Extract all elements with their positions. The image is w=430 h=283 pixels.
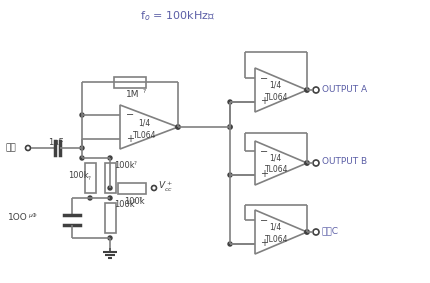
Circle shape bbox=[108, 156, 112, 160]
Circle shape bbox=[80, 146, 84, 150]
Text: $^?$: $^?$ bbox=[138, 196, 143, 205]
Text: $^?$: $^?$ bbox=[132, 199, 137, 208]
Text: −: − bbox=[260, 147, 268, 157]
Text: 1μF: 1μF bbox=[48, 138, 64, 147]
Text: TL064: TL064 bbox=[133, 130, 157, 140]
Text: +: + bbox=[260, 238, 268, 248]
Text: 输出C: 输出C bbox=[322, 226, 339, 235]
Text: TL064: TL064 bbox=[265, 166, 289, 175]
Text: TL064: TL064 bbox=[265, 235, 289, 243]
Text: 100k: 100k bbox=[114, 161, 135, 170]
Circle shape bbox=[108, 196, 112, 200]
Circle shape bbox=[228, 242, 232, 246]
Text: $^?$: $^?$ bbox=[133, 160, 138, 169]
Bar bbox=[114, 76, 146, 87]
Text: 1/4: 1/4 bbox=[138, 119, 150, 128]
Text: −: − bbox=[260, 74, 268, 84]
Circle shape bbox=[88, 196, 92, 200]
Bar bbox=[118, 183, 146, 194]
Circle shape bbox=[305, 230, 309, 234]
Text: OUTPUT B: OUTPUT B bbox=[322, 158, 367, 166]
Text: 1M: 1M bbox=[126, 90, 139, 99]
Bar bbox=[85, 163, 95, 193]
Circle shape bbox=[25, 145, 31, 151]
Text: f$_o$ = 100kHz的: f$_o$ = 100kHz的 bbox=[141, 9, 215, 23]
Text: +: + bbox=[260, 96, 268, 106]
Text: +: + bbox=[260, 169, 268, 179]
Circle shape bbox=[80, 113, 84, 117]
Circle shape bbox=[228, 173, 232, 177]
Circle shape bbox=[228, 125, 232, 129]
Text: 1/4: 1/4 bbox=[269, 153, 281, 162]
Text: 输入: 输入 bbox=[6, 143, 17, 153]
Circle shape bbox=[80, 156, 84, 160]
Text: 100k: 100k bbox=[68, 171, 89, 181]
Text: 1OO: 1OO bbox=[8, 213, 28, 222]
Circle shape bbox=[313, 229, 319, 235]
Circle shape bbox=[108, 236, 112, 240]
Text: $^?$: $^?$ bbox=[142, 89, 147, 98]
Text: OUTPUT A: OUTPUT A bbox=[322, 85, 367, 93]
Circle shape bbox=[313, 87, 319, 93]
Text: −: − bbox=[260, 216, 268, 226]
Text: $^{μΦ}$: $^{μΦ}$ bbox=[28, 213, 38, 222]
Bar bbox=[104, 163, 116, 193]
Text: +: + bbox=[126, 134, 134, 144]
Circle shape bbox=[176, 125, 180, 129]
Circle shape bbox=[305, 88, 309, 92]
Text: 1/4: 1/4 bbox=[269, 222, 281, 231]
Text: TL064: TL064 bbox=[265, 93, 289, 102]
Text: −: − bbox=[126, 110, 134, 120]
Circle shape bbox=[305, 161, 309, 165]
Circle shape bbox=[228, 100, 232, 104]
Text: 100k: 100k bbox=[114, 200, 135, 209]
Circle shape bbox=[151, 185, 157, 190]
Circle shape bbox=[313, 160, 319, 166]
Bar bbox=[104, 203, 116, 233]
Text: 100k: 100k bbox=[124, 197, 144, 206]
Text: $V_{cc}^+$: $V_{cc}^+$ bbox=[158, 180, 173, 194]
Text: $^?$: $^?$ bbox=[87, 175, 92, 185]
Text: 1/4: 1/4 bbox=[269, 80, 281, 89]
Circle shape bbox=[108, 186, 112, 190]
